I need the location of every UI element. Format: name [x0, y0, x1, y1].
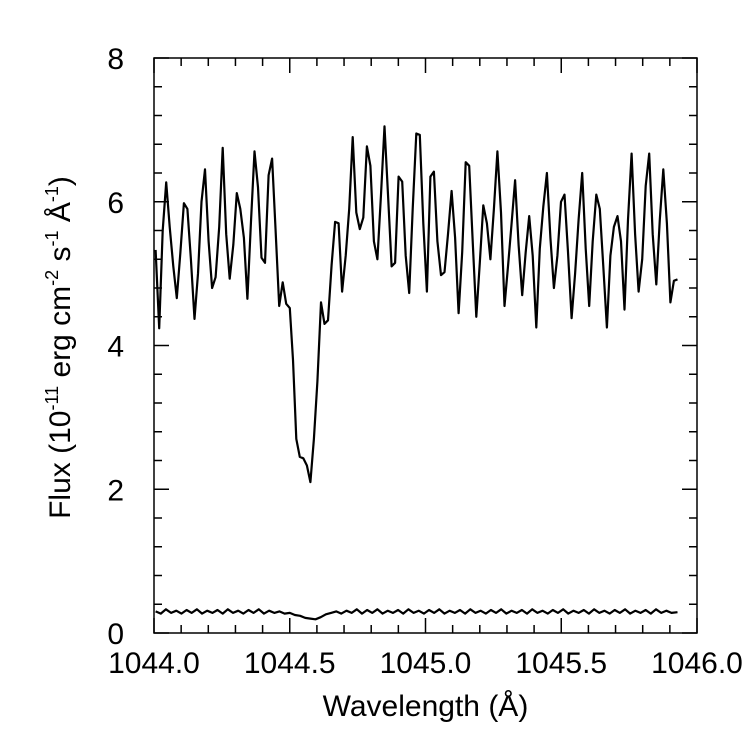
x-tick-label: 1046.0	[651, 647, 743, 680]
x-tick-label: 1044.0	[108, 647, 200, 680]
y-tick-label: 0	[107, 618, 124, 651]
tick-labels: 1044.0 1044.5 1045.0 1045.5 1046.0 0 2 4 6 8	[107, 43, 743, 680]
plot-frame	[153, 57, 698, 634]
flux-series-line	[154, 125, 678, 484]
y-tick-label: 8	[107, 43, 124, 76]
x-axis-label: Wavelength (Å)	[323, 690, 529, 723]
y-tick-label: 6	[107, 187, 124, 220]
y-label-prefix: Flux (10	[44, 411, 77, 519]
y-label-exp-1: -11	[42, 386, 62, 411]
error-series-line	[155, 608, 678, 621]
y-axis-label: Flux (10-11 erg cm-2 s-1 Å-1)	[42, 176, 77, 519]
y-label-part-3: s	[44, 246, 77, 269]
y-label-part-2: erg cm	[44, 286, 77, 386]
y-label-exp-3: -1	[42, 230, 62, 246]
y-tick-label: 4	[107, 331, 124, 364]
y-label-exp-4: -1	[42, 186, 62, 202]
x-tick-label: 1045.0	[380, 647, 472, 680]
x-tick-label: 1044.5	[244, 647, 336, 680]
series-layer	[154, 125, 678, 621]
y-label-exp-2: -2	[42, 270, 62, 286]
x-tick-label: 1045.5	[515, 647, 607, 680]
axis-ticks	[153, 57, 698, 634]
y-label-part-4: Å	[44, 202, 77, 230]
y-tick-label: 2	[107, 474, 124, 507]
y-label-suffix: )	[44, 176, 77, 186]
